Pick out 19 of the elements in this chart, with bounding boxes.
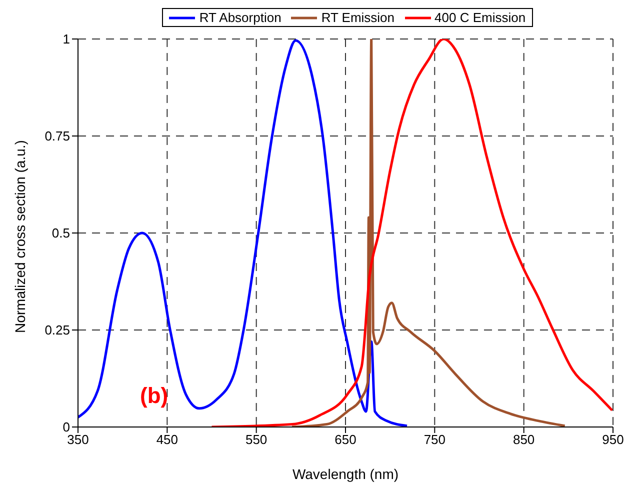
legend-label: 400 C Emission: [434, 10, 526, 25]
y-axis-title: Normalized cross section (a.u.): [12, 140, 28, 333]
x-tick-label: 950: [602, 432, 624, 448]
line-series: [290, 39, 566, 427]
y-tick-label: 0.25: [44, 322, 70, 338]
x-tick-label: 550: [245, 432, 268, 448]
y-tick-label: 0: [62, 420, 70, 435]
y-tick-label: 0.75: [44, 128, 70, 144]
legend-label: RT Emission: [321, 10, 395, 25]
y-tick-label: 0.5: [52, 226, 70, 241]
x-tick-label: 450: [156, 432, 178, 448]
x-tick-label: 850: [512, 432, 535, 448]
annotation: (b): [140, 383, 168, 409]
x-tick-label: 650: [334, 432, 356, 448]
y-tick-label: 1: [62, 32, 70, 47]
legend-label: RT Absorption: [199, 10, 282, 25]
x-tick-label: 750: [424, 432, 446, 448]
x-tick-label: 350: [67, 432, 89, 448]
x-axis-title: Wavelength (nm): [292, 466, 399, 482]
